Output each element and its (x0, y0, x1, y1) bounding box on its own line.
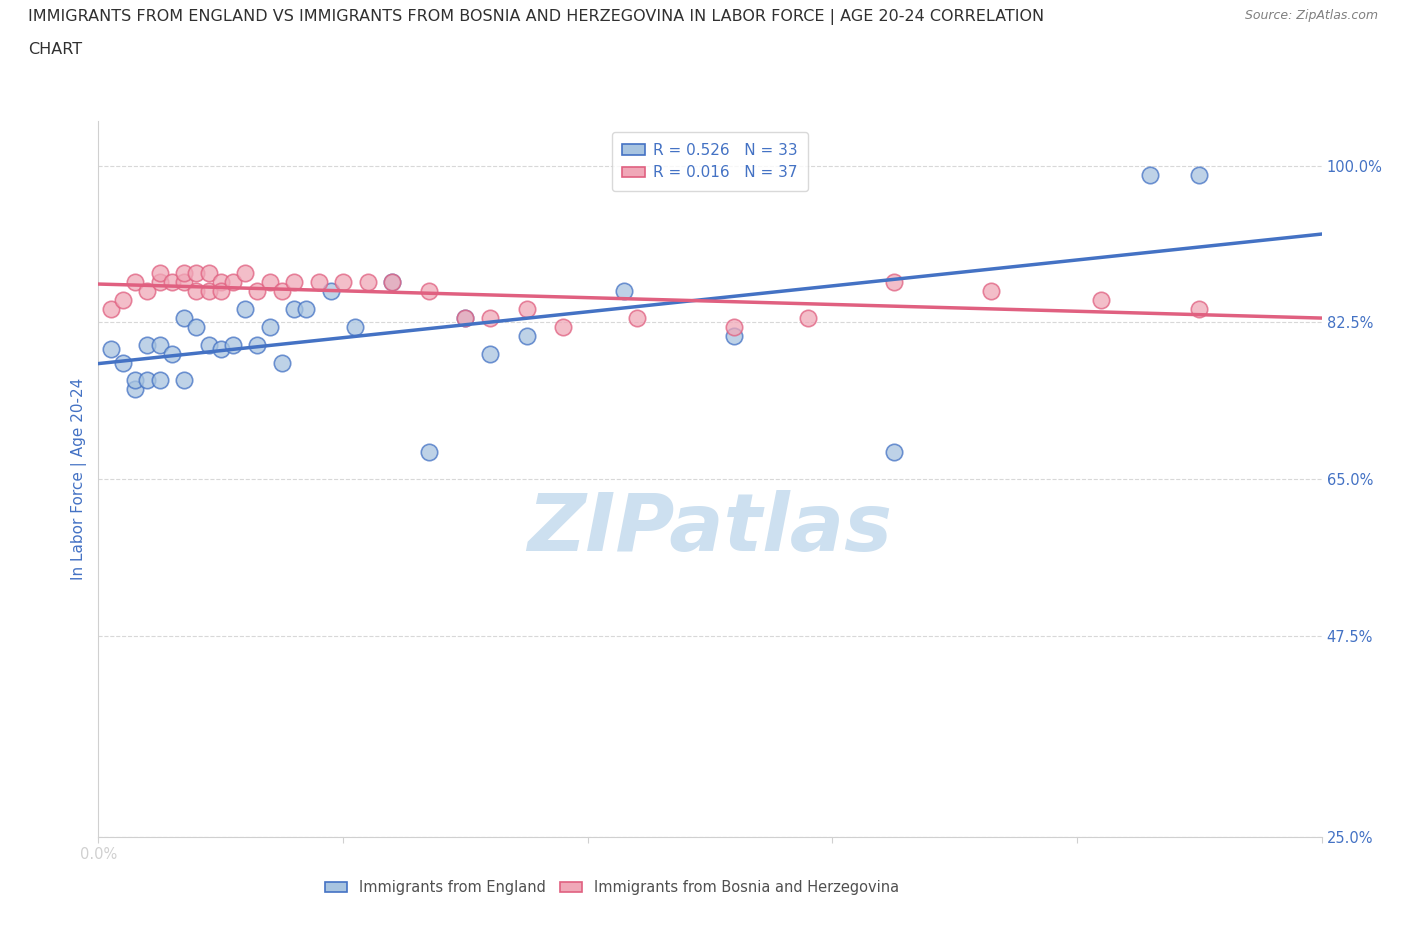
Point (233, 301, 256, 316)
Point (100, 341, 122, 356)
Point (1188, 167, 1211, 182)
Point (295, 301, 318, 316)
Text: IMMIGRANTS FROM ENGLAND VS IMMIGRANTS FROM BOSNIA AND HERZEGOVINA IN LABOR FORCE: IMMIGRANTS FROM ENGLAND VS IMMIGRANTS FR… (28, 9, 1045, 25)
Legend: Immigrants from England, Immigrants from Bosnia and Herzegovina: Immigrants from England, Immigrants from… (319, 874, 905, 901)
Point (111, 355, 134, 370)
Point (1139, 167, 1161, 182)
Text: CHART: CHART (28, 42, 82, 57)
Text: ZIPatlas: ZIPatlas (527, 490, 893, 568)
Point (173, 266, 195, 281)
Point (149, 338, 172, 352)
Point (246, 284, 269, 299)
Point (149, 274, 172, 289)
Point (173, 373, 195, 388)
Point (160, 346, 183, 361)
Point (797, 311, 820, 325)
Point (186, 284, 208, 299)
Point (111, 293, 134, 308)
Point (100, 301, 122, 316)
Point (980, 284, 1002, 299)
Point (332, 274, 354, 289)
Point (883, 274, 905, 289)
Point (418, 284, 440, 299)
Point (149, 266, 172, 281)
Point (197, 284, 219, 299)
Point (173, 311, 195, 325)
Point (246, 338, 269, 352)
Point (883, 445, 905, 459)
Point (613, 284, 636, 299)
Point (149, 373, 172, 388)
Point (259, 319, 281, 334)
Y-axis label: In Labor Force | Age 20-24: In Labor Force | Age 20-24 (72, 378, 87, 580)
Point (124, 382, 146, 397)
Point (160, 274, 183, 289)
Point (418, 445, 440, 459)
Point (124, 373, 146, 388)
Point (356, 274, 378, 289)
Point (222, 338, 245, 352)
Point (136, 338, 159, 352)
Point (209, 284, 232, 299)
Point (344, 319, 367, 334)
Point (209, 274, 232, 289)
Point (209, 341, 232, 356)
Point (381, 274, 404, 289)
Point (626, 311, 648, 325)
Point (454, 311, 477, 325)
Point (478, 346, 501, 361)
Point (478, 311, 501, 325)
Point (283, 274, 305, 289)
Point (1090, 293, 1112, 308)
Point (259, 274, 281, 289)
Point (186, 266, 208, 281)
Point (136, 373, 159, 388)
Point (381, 274, 404, 289)
Text: Source: ZipAtlas.com: Source: ZipAtlas.com (1244, 9, 1378, 22)
Point (270, 284, 294, 299)
Point (283, 301, 305, 316)
Point (515, 301, 537, 316)
Point (454, 311, 477, 325)
Point (723, 319, 745, 334)
Point (197, 338, 219, 352)
Point (553, 319, 575, 334)
Point (222, 274, 245, 289)
Point (308, 274, 330, 289)
Point (723, 328, 745, 343)
Point (270, 355, 294, 370)
Point (515, 328, 537, 343)
Point (136, 284, 159, 299)
Point (197, 266, 219, 281)
Point (319, 284, 342, 299)
Point (124, 274, 146, 289)
Point (173, 274, 195, 289)
Point (1188, 301, 1211, 316)
Point (186, 319, 208, 334)
Point (233, 266, 256, 281)
